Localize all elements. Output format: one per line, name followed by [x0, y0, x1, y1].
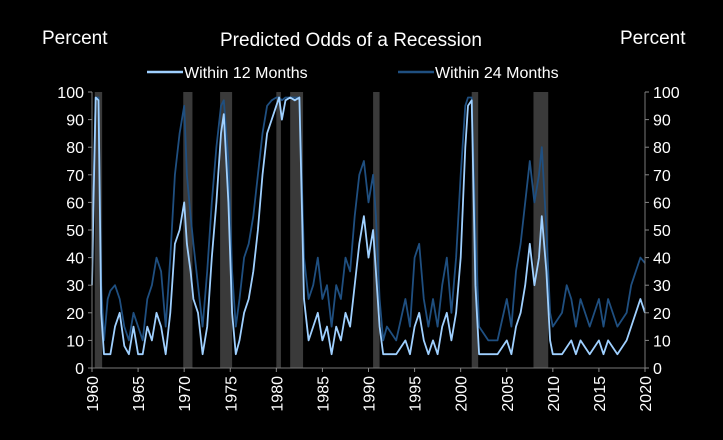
- y-tick-label-left: 80: [66, 140, 84, 157]
- recession-bar-1: [94, 92, 103, 368]
- y-tick-label-right: 0: [653, 361, 662, 378]
- x-tick-label: 2020: [638, 376, 655, 412]
- legend: Within 12 Months Within 24 Months: [147, 65, 559, 82]
- y-tick-label-right: 30: [653, 278, 671, 295]
- y-tick-label-right: 50: [653, 223, 671, 240]
- y-tick-label-right: 90: [653, 113, 671, 130]
- right-axis-unit-label: Percent: [620, 28, 686, 49]
- x-tick-label: 1960: [85, 376, 102, 412]
- series-line-12m: [91, 96, 646, 356]
- series-group: [91, 96, 646, 356]
- y-tick-label-left: 70: [66, 168, 84, 185]
- chart-title: Predicted Odds of a Recession: [220, 30, 482, 51]
- recession-bar-5: [290, 92, 304, 368]
- y-tick-label-left: 30: [66, 278, 84, 295]
- left-axis-unit-label: Percent: [42, 28, 108, 49]
- legend-label-12m: Within 12 Months: [184, 65, 308, 82]
- y-tick-label-right: 100: [653, 85, 680, 102]
- y-tick-label-right: 20: [653, 306, 671, 323]
- y-tick-label-right: 10: [653, 333, 671, 350]
- y-tick-label-left: 40: [66, 251, 84, 268]
- recession-bar-4: [276, 92, 281, 368]
- y-tick-label-left: 0: [75, 361, 84, 378]
- x-tick-label: 1990: [362, 376, 379, 412]
- y-tick-label-right: 80: [653, 140, 671, 157]
- y-tick-label-left: 60: [66, 195, 84, 212]
- y-tick-label-left: 90: [66, 113, 84, 130]
- recession-bar-2: [183, 92, 193, 368]
- legend-label-24m: Within 24 Months: [435, 65, 559, 82]
- x-tick-label: 1995: [408, 376, 425, 412]
- x-tick-label: 1980: [269, 376, 286, 412]
- y-tick-label-left: 10: [66, 333, 84, 350]
- x-tick-label: 2015: [592, 376, 609, 412]
- x-tick-label: 1965: [131, 376, 148, 412]
- y-tick-label-left: 100: [57, 85, 84, 102]
- x-tick-label: 2010: [546, 376, 563, 412]
- x-tick-label: 1985: [315, 376, 332, 412]
- y-tick-label-left: 50: [66, 223, 84, 240]
- y-tick-label-right: 40: [653, 251, 671, 268]
- recession-bar-3: [220, 92, 233, 368]
- x-tick-label: 2000: [454, 376, 471, 412]
- x-tick-label: 1970: [177, 376, 194, 412]
- x-tick-label: 2005: [500, 376, 517, 412]
- y-tick-label-left: 20: [66, 306, 84, 323]
- x-tick-label: 1975: [223, 376, 240, 412]
- y-tick-label-right: 70: [653, 168, 671, 185]
- y-tick-label-right: 60: [653, 195, 671, 212]
- series-line-24m: [91, 96, 646, 342]
